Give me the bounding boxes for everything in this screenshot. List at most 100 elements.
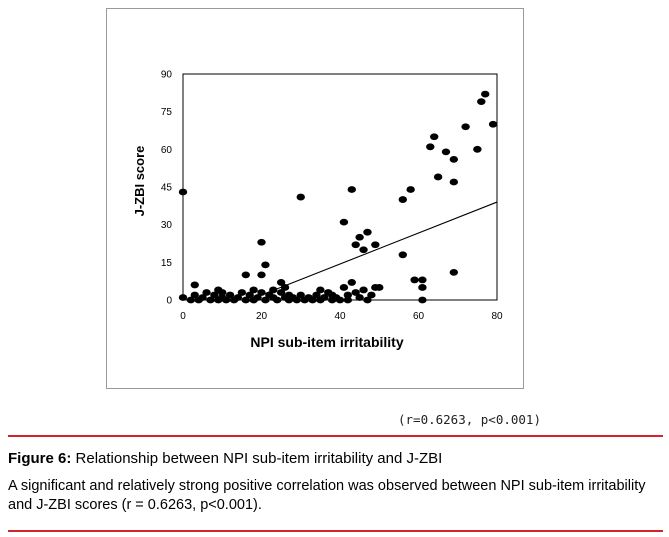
points-layer [178, 90, 498, 304]
data-point [218, 289, 227, 296]
data-point [316, 286, 325, 294]
data-point [225, 291, 235, 299]
caption-bottom-rule [8, 530, 663, 532]
data-point [339, 284, 349, 291]
data-point [339, 218, 349, 226]
data-point [363, 228, 372, 236]
data-point [249, 286, 258, 294]
data-point [257, 271, 266, 279]
x-tick-labels: 0 20 40 60 80 [180, 311, 503, 322]
data-point [359, 286, 368, 294]
data-point [261, 261, 270, 269]
data-point [449, 178, 459, 186]
y-tick-label: 75 [161, 107, 173, 118]
data-point [269, 286, 278, 294]
data-point [253, 294, 262, 301]
y-tick-label: 30 [161, 220, 173, 231]
y-tick-label: 0 [166, 296, 172, 307]
data-point [276, 279, 286, 286]
data-point [351, 289, 360, 296]
data-point [280, 284, 290, 291]
trend-layer [261, 201, 498, 296]
data-point [375, 284, 384, 291]
data-point [335, 296, 345, 304]
caption-top-rule [8, 435, 663, 437]
data-point [355, 233, 364, 241]
data-point [441, 148, 451, 156]
figure-frame: 0 20 40 60 80 0 15 30 45 60 75 90 NPI sub-item irr… [106, 8, 524, 389]
data-point [488, 120, 498, 128]
data-point [308, 296, 317, 304]
regression-line [261, 201, 498, 296]
data-point [190, 281, 199, 289]
data-point [426, 143, 435, 151]
data-point [398, 196, 407, 203]
y-tick-labels: 0 15 30 45 60 75 90 [161, 70, 173, 307]
data-point [418, 296, 427, 304]
data-point [292, 296, 302, 304]
data-point [257, 289, 266, 296]
data-point [206, 296, 215, 304]
data-point [233, 294, 243, 301]
data-point [398, 251, 407, 259]
data-point [449, 155, 459, 163]
y-tick-label: 15 [161, 258, 173, 269]
data-point [449, 268, 459, 276]
data-point [347, 186, 356, 193]
data-point [241, 296, 250, 304]
figure-caption-title: Figure 6: Relationship between NPI sub-i… [8, 450, 663, 468]
data-point [433, 173, 443, 181]
data-point [198, 294, 207, 301]
data-point [237, 289, 247, 296]
data-point [178, 294, 188, 301]
data-point [296, 291, 305, 299]
data-point [320, 294, 329, 301]
x-tick-label: 80 [491, 311, 503, 322]
data-point [406, 186, 415, 193]
x-tick-label: 0 [180, 311, 186, 322]
data-point [371, 241, 380, 249]
x-tick-label: 60 [413, 311, 425, 322]
data-point [296, 193, 305, 201]
y-tick-label: 90 [161, 70, 173, 81]
data-point [355, 294, 364, 301]
data-point [477, 98, 486, 106]
data-point [245, 291, 254, 299]
data-point [261, 296, 270, 304]
data-point [367, 291, 376, 299]
data-point [363, 296, 372, 304]
data-point [343, 291, 353, 299]
data-point [257, 238, 266, 246]
data-point [178, 188, 188, 196]
y-axis-title: J-ZBI score [132, 146, 147, 217]
x-tick-label: 20 [256, 311, 268, 322]
data-point [312, 291, 321, 299]
figure-title: Relationship between NPI sub-item irrita… [75, 450, 443, 467]
data-point [430, 133, 439, 141]
data-point [461, 123, 470, 131]
data-point [410, 276, 419, 284]
scatter-plot: 0 20 40 60 80 0 15 30 45 60 75 90 NPI sub-item irr… [132, 70, 503, 351]
x-axis-title: NPI sub-item irritability [250, 334, 403, 350]
data-point [221, 296, 231, 304]
y-tick-label: 60 [161, 145, 173, 156]
data-point [343, 296, 353, 304]
x-tick-label: 40 [334, 311, 346, 322]
data-point [186, 296, 196, 304]
data-point [202, 289, 211, 296]
data-point [276, 289, 286, 296]
figure-caption-body: A significant and relatively strong posi… [8, 478, 646, 513]
data-point [210, 291, 219, 299]
data-point [481, 90, 490, 98]
data-point [359, 246, 368, 254]
data-point [473, 145, 482, 153]
data-point [347, 279, 356, 286]
data-point [190, 291, 199, 299]
figure-label: Figure 6: [8, 450, 72, 467]
data-point [418, 284, 427, 291]
data-point [418, 276, 427, 284]
data-point [351, 241, 360, 249]
plot-area [182, 73, 498, 301]
data-point [273, 296, 282, 304]
data-point [241, 271, 250, 279]
